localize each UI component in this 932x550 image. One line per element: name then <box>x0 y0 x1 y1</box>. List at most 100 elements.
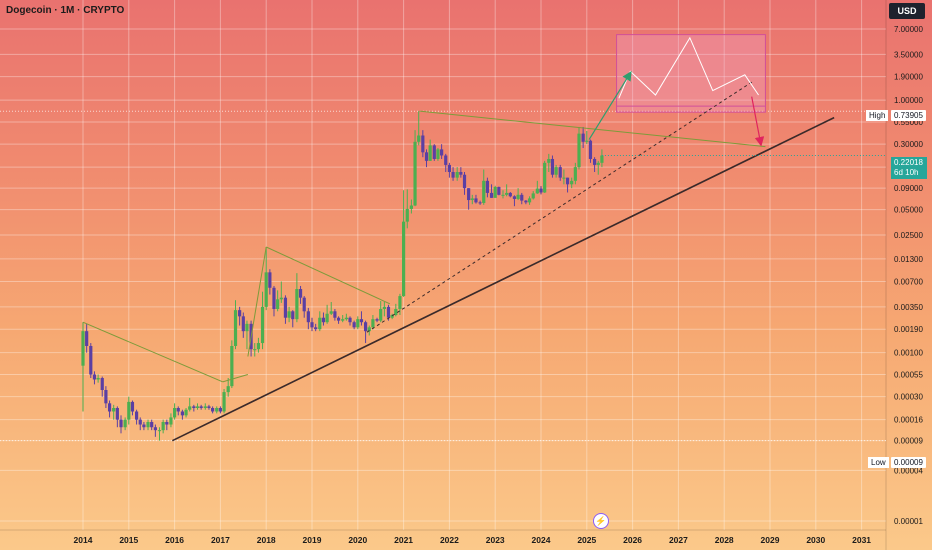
candle-down <box>550 158 555 175</box>
candle-down <box>153 427 157 431</box>
candle-up <box>260 306 265 344</box>
candle-down <box>459 172 463 175</box>
x-tick-label: 2021 <box>394 535 413 545</box>
y-tick-label: 0.00055 <box>894 371 923 380</box>
candle-up <box>184 409 188 416</box>
candle-down <box>119 419 123 428</box>
candle-down <box>314 327 318 330</box>
candle-up <box>535 188 539 194</box>
candle-up <box>188 406 192 410</box>
x-tick-label: 2029 <box>761 535 780 545</box>
candle-up <box>547 158 551 163</box>
candle-down <box>478 202 482 204</box>
x-tick-label: 2030 <box>806 535 825 545</box>
candle-up <box>295 289 299 320</box>
candle-down <box>199 406 203 409</box>
candle-up <box>413 141 417 206</box>
candle-down <box>291 311 295 320</box>
candle-up <box>596 162 600 165</box>
currency-button[interactable]: USD <box>889 3 925 19</box>
candle-up <box>356 319 360 328</box>
x-tick-label: 2015 <box>119 535 138 545</box>
candle-down <box>424 152 429 161</box>
candle-up <box>127 401 131 420</box>
y-tick-label: 3.50000 <box>894 50 923 59</box>
candle-up <box>398 296 402 310</box>
x-tick-label: 2027 <box>669 535 688 545</box>
candle-down <box>180 411 184 416</box>
candle-down <box>474 198 478 203</box>
candle-up <box>493 186 497 198</box>
candle-down <box>508 192 512 197</box>
x-tick-label: 2023 <box>486 535 505 545</box>
candle-up <box>233 310 238 346</box>
candle-down <box>134 411 139 420</box>
candle-up <box>245 323 249 332</box>
candle-down <box>306 311 310 323</box>
candle-up <box>428 145 432 161</box>
candle-up <box>394 309 398 316</box>
x-tick-label: 2016 <box>165 535 184 545</box>
candle-down <box>321 317 326 323</box>
candle-up <box>161 422 165 431</box>
y-tick-label: 0.00001 <box>894 517 923 526</box>
main-support-trendline <box>171 116 835 442</box>
x-tick-label: 2020 <box>348 535 367 545</box>
candle-up <box>81 331 85 366</box>
candle-down <box>211 408 215 412</box>
candle-up <box>157 430 162 432</box>
candle-down <box>238 310 242 317</box>
candle-down <box>272 287 276 310</box>
candle-down <box>241 316 245 332</box>
candle-down <box>85 331 89 346</box>
candle-down <box>283 297 288 318</box>
candle-down <box>363 322 368 332</box>
candle-up <box>470 198 474 201</box>
y-tick-label: 0.05000 <box>894 206 923 215</box>
candle-down <box>92 374 97 380</box>
x-tick-label: 2025 <box>577 535 596 545</box>
candle-down <box>298 289 303 298</box>
candle-down <box>310 322 314 328</box>
candle-down <box>333 311 337 318</box>
y-tick-label: 7.00000 <box>894 25 923 34</box>
candle-down <box>421 135 425 153</box>
candle-down <box>192 406 196 409</box>
candle-up <box>531 193 535 199</box>
chart-title: Dogecoin · 1M · CRYPTO <box>6 5 125 16</box>
candle-up <box>505 192 509 195</box>
candle-up <box>276 299 280 310</box>
candle-down <box>485 180 490 193</box>
y-tick-label: 0.00350 <box>894 303 923 312</box>
low-label: Low <box>868 457 889 468</box>
candle-down <box>176 408 180 412</box>
candle-down <box>451 172 455 178</box>
candle-down <box>268 272 272 288</box>
candle-up <box>146 422 150 428</box>
candle-down <box>336 317 341 321</box>
candle-down <box>386 306 391 318</box>
candle-down <box>558 167 562 178</box>
forecast-box <box>616 34 766 113</box>
candle-up <box>112 408 116 412</box>
triangle-2021-line <box>419 110 766 148</box>
y-tick-label: 0.00004 <box>894 466 923 475</box>
x-tick-label: 2026 <box>623 535 642 545</box>
candle-down <box>497 186 501 195</box>
x-tick-label: 2017 <box>211 535 230 545</box>
candle-up <box>379 309 383 321</box>
candle-up <box>96 377 100 380</box>
dashed-trendline <box>366 80 755 333</box>
current-price-value: 0.22018 <box>894 158 923 167</box>
triangle-2018-line <box>247 246 267 357</box>
candle-up <box>585 140 589 142</box>
candle-up <box>402 221 406 297</box>
y-tick-label: 0.30000 <box>894 140 923 149</box>
candle-down <box>150 422 154 428</box>
candle-down <box>588 140 593 159</box>
events-bolt-icon[interactable]: ⚡ <box>593 513 609 529</box>
candle-down <box>115 408 119 420</box>
candle-up <box>203 406 207 409</box>
